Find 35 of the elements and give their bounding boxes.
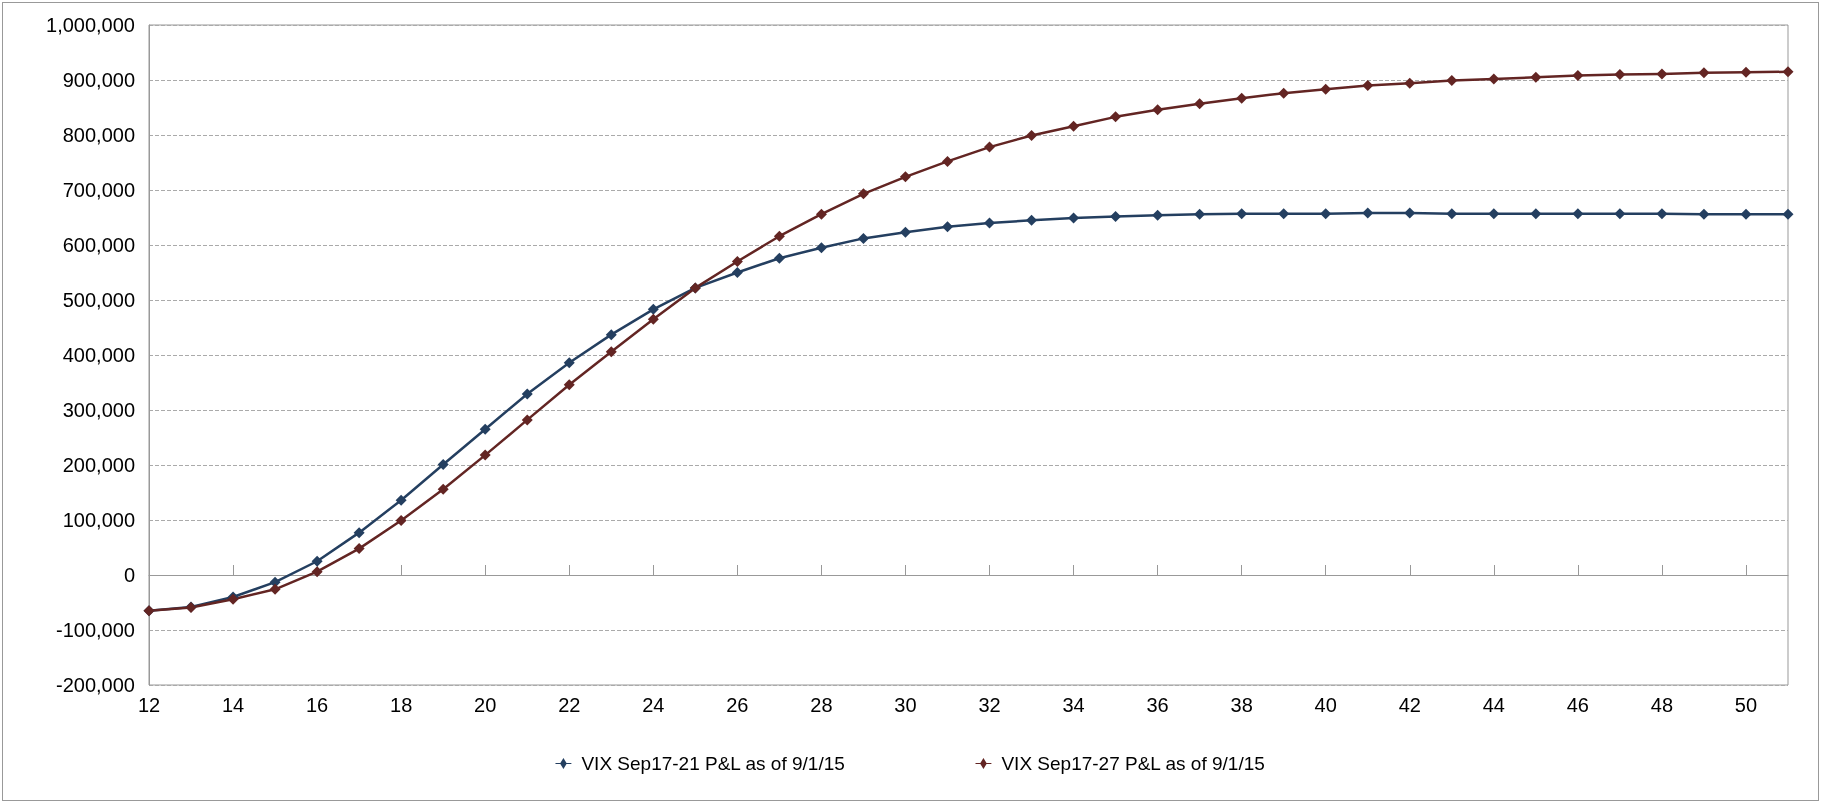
x-tick-label: 34 [1062,694,1085,716]
x-tick-label: 18 [390,694,413,716]
x-tick-label: 20 [474,694,497,716]
x-tick-label: 12 [137,694,161,716]
legend-label: VIX Sep17-27 P&L as of 9/1/15 [1001,753,1265,774]
y-tick-label: 500,000 [62,289,135,311]
x-tick-label: 30 [894,694,917,716]
y-tick-label: 400,000 [62,344,135,366]
x-tick-label: 22 [558,694,581,716]
y-tick-label: 600,000 [62,234,135,256]
y-tick-label: 800,000 [62,124,135,146]
x-tick-label: 38 [1230,694,1253,716]
x-tick-label: 46 [1566,694,1589,716]
x-tick-label: 36 [1146,694,1169,716]
y-tick-label: 1,000,000 [46,14,135,36]
x-tick-label: 32 [978,694,1001,716]
y-tick-label: 700,000 [62,179,135,201]
legend-label: VIX Sep17-21 P&L as of 9/1/15 [581,753,845,774]
x-tick-label: 44 [1482,694,1505,716]
x-tick-label: 40 [1314,694,1337,716]
y-tick-label: 200,000 [62,454,135,476]
y-tick-label: 100,000 [62,509,135,531]
y-tick-label: -100,000 [56,619,135,641]
y-tick-label: 900,000 [62,69,135,91]
x-tick-label: 28 [810,694,833,716]
x-tick-label: 48 [1650,694,1674,716]
x-tick-label: 14 [221,694,245,716]
x-tick-label: 42 [1398,694,1421,716]
x-tick-label: 16 [305,694,329,716]
x-tick-label: 24 [642,694,665,716]
x-tick-label: 26 [726,694,749,716]
y-tick-label: 300,000 [62,399,135,421]
x-tick-label: 50 [1734,694,1758,716]
y-tick-label: -200,000 [56,674,135,696]
y-tick-label: 0 [123,564,135,586]
